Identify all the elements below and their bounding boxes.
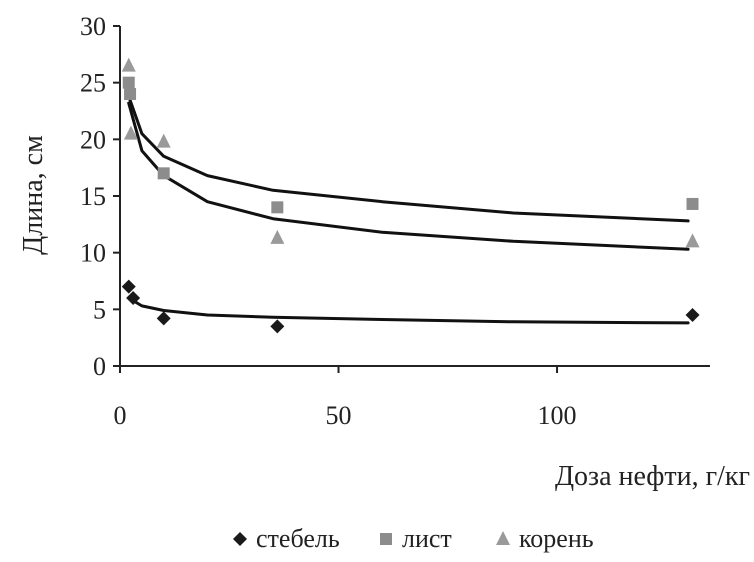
legend-marker-square [380,533,392,545]
data-point-triangle [121,57,136,72]
y-tick-label: 0 [93,352,106,381]
x-tick-label: 0 [114,401,127,430]
data-point-triangle [123,125,138,140]
y-tick-label: 15 [80,182,106,211]
data-point-triangle [685,233,700,248]
trend-line-triangle [127,101,690,251]
data-point-diamond [156,311,171,326]
trend-line-diamond [127,296,690,325]
plot-area: 0 5 10 15 20 25 30 0 50 100 [80,12,710,430]
data-points [121,57,700,334]
data-point-square [271,201,284,214]
data-point-square [686,197,699,210]
data-point-square [124,88,137,100]
y-tick-label: 10 [80,239,106,268]
legend-marker-triangle [496,531,510,545]
data-point-square [157,167,170,180]
data-point-triangle [156,133,171,148]
legend-marker-diamond [233,532,247,546]
y-tick-label: 5 [93,295,106,324]
data-point-diamond [126,291,141,305]
legend-label: корень [519,524,594,553]
x-axis-ticks: 0 50 100 [114,366,577,430]
x-tick-label: 50 [326,401,352,430]
x-tick-label: 100 [538,401,577,430]
data-point-diamond [121,279,136,294]
data-point-diamond [685,308,700,322]
legend-label: лист [402,524,452,553]
data-point-diamond [270,319,285,334]
y-axis-title: Длина, см [18,135,49,255]
trend-lines [127,94,690,325]
y-tick-label: 20 [80,125,106,154]
legend: стебель лист корень [233,524,594,553]
y-tick-label: 25 [80,69,106,98]
legend-label: стебель [256,524,340,553]
x-axis-title: Доза нефти, г/кг [555,461,750,492]
data-point-square [122,76,135,89]
y-tick-label: 30 [80,12,106,41]
y-axis-ticks: 0 5 10 15 20 25 30 [80,12,120,381]
data-point-triangle [270,229,285,244]
trend-line-square [127,94,690,223]
